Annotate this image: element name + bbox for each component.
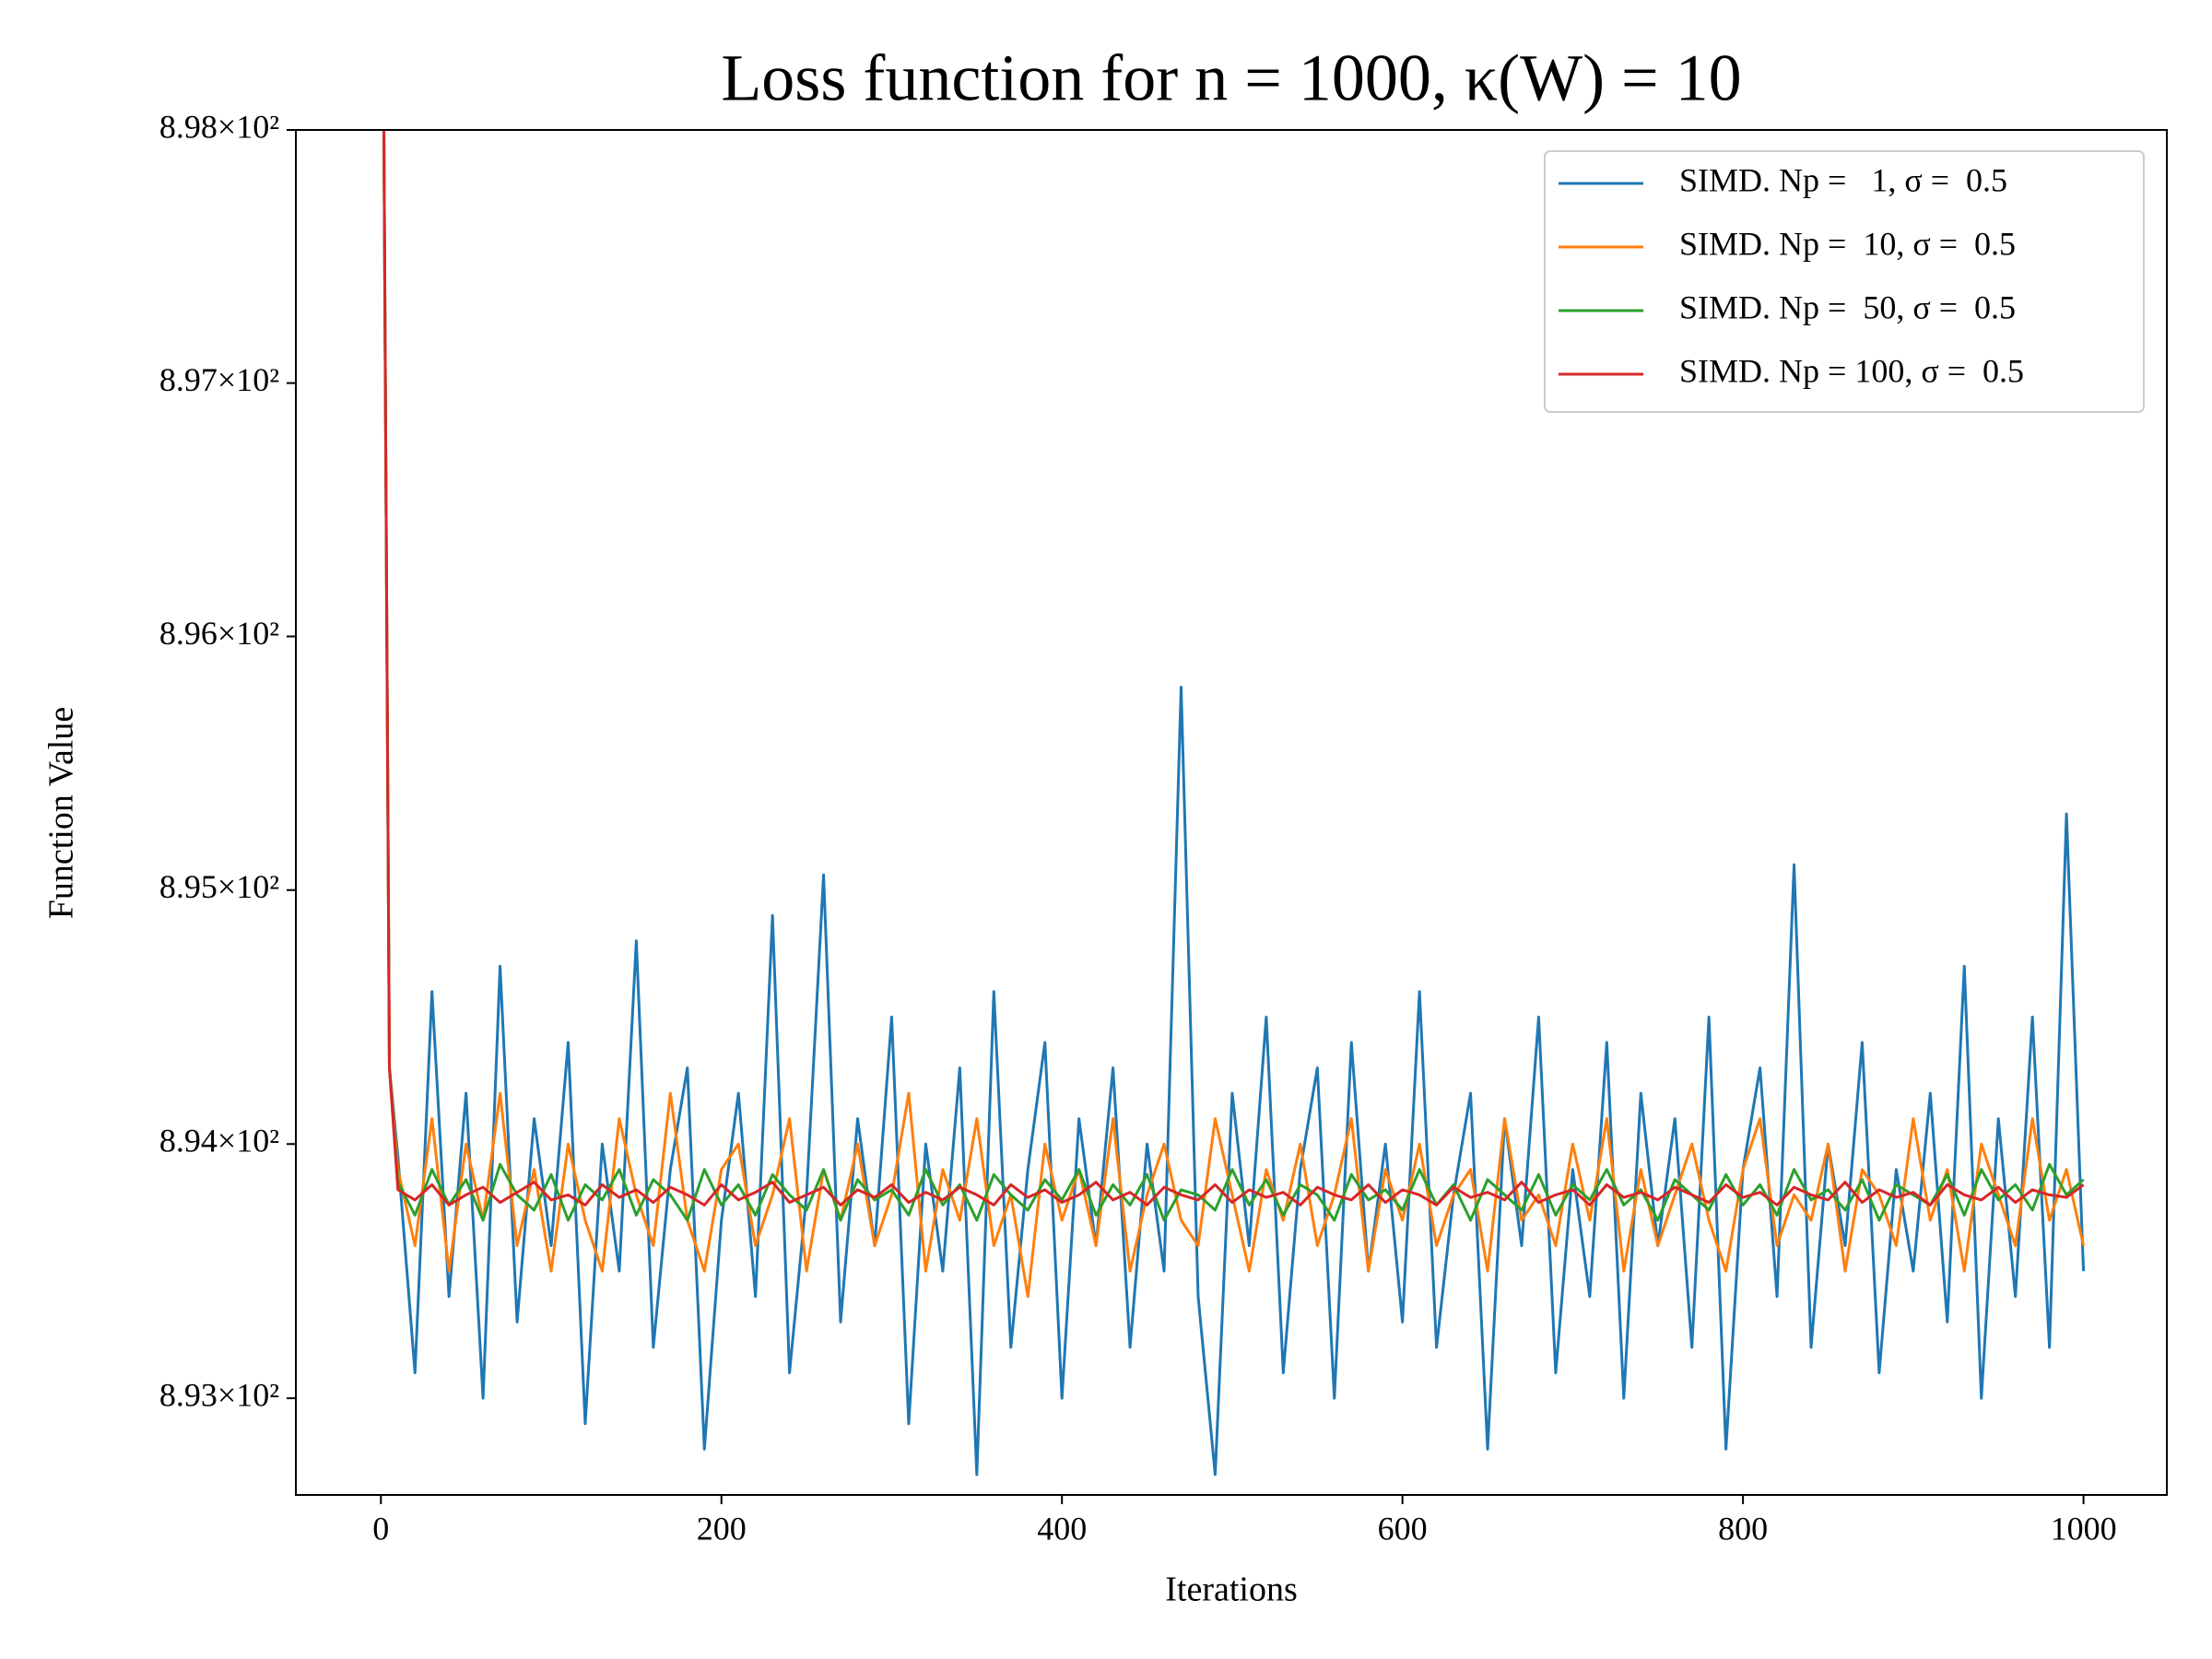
legend-label: SIMD. Np = 10, σ = 0.5: [1679, 225, 2016, 262]
legend-box: [1544, 150, 2145, 413]
y-tick-label: 8.95×10²: [159, 868, 279, 905]
y-tick-label: 8.97×10²: [159, 361, 279, 398]
y-tick-label: 8.98×10²: [159, 108, 279, 145]
series-line: [382, 130, 2085, 1206]
chart-title: Loss function for n = 1000, κ(W) = 10: [721, 41, 1741, 115]
y-tick-label: 8.94×10²: [159, 1123, 279, 1159]
x-tick-label: 1000: [2051, 1510, 2117, 1547]
x-tick-label: 200: [697, 1510, 747, 1547]
legend: SIMD. Np = 1, σ = 0.5 SIMD. Np = 10, σ = …: [1544, 150, 2145, 413]
legend-label: SIMD. Np = 100, σ = 0.5: [1679, 352, 2024, 389]
x-tick-label: 600: [1378, 1510, 1428, 1547]
x-tick-label: 0: [372, 1510, 389, 1547]
x-axis-label: Iterations: [1165, 1571, 1298, 1609]
axes-frame: [295, 129, 2168, 1496]
y-tick-label: 8.96×10²: [159, 615, 279, 652]
y-tick-label: 8.93×10²: [159, 1376, 279, 1413]
y-axis-label: Function Value: [42, 707, 81, 919]
x-tick-label: 800: [1718, 1510, 1768, 1547]
series-line: [382, 130, 2086, 1299]
x-tick-label: 400: [1037, 1510, 1087, 1547]
series-line: [382, 130, 2086, 1477]
series-line: [382, 130, 2085, 1222]
plot-area: [382, 130, 2086, 1477]
legend-label: SIMD. Np = 1, σ = 0.5: [1679, 161, 2007, 198]
legend-label: SIMD. Np = 50, σ = 0.5: [1679, 288, 2016, 325]
